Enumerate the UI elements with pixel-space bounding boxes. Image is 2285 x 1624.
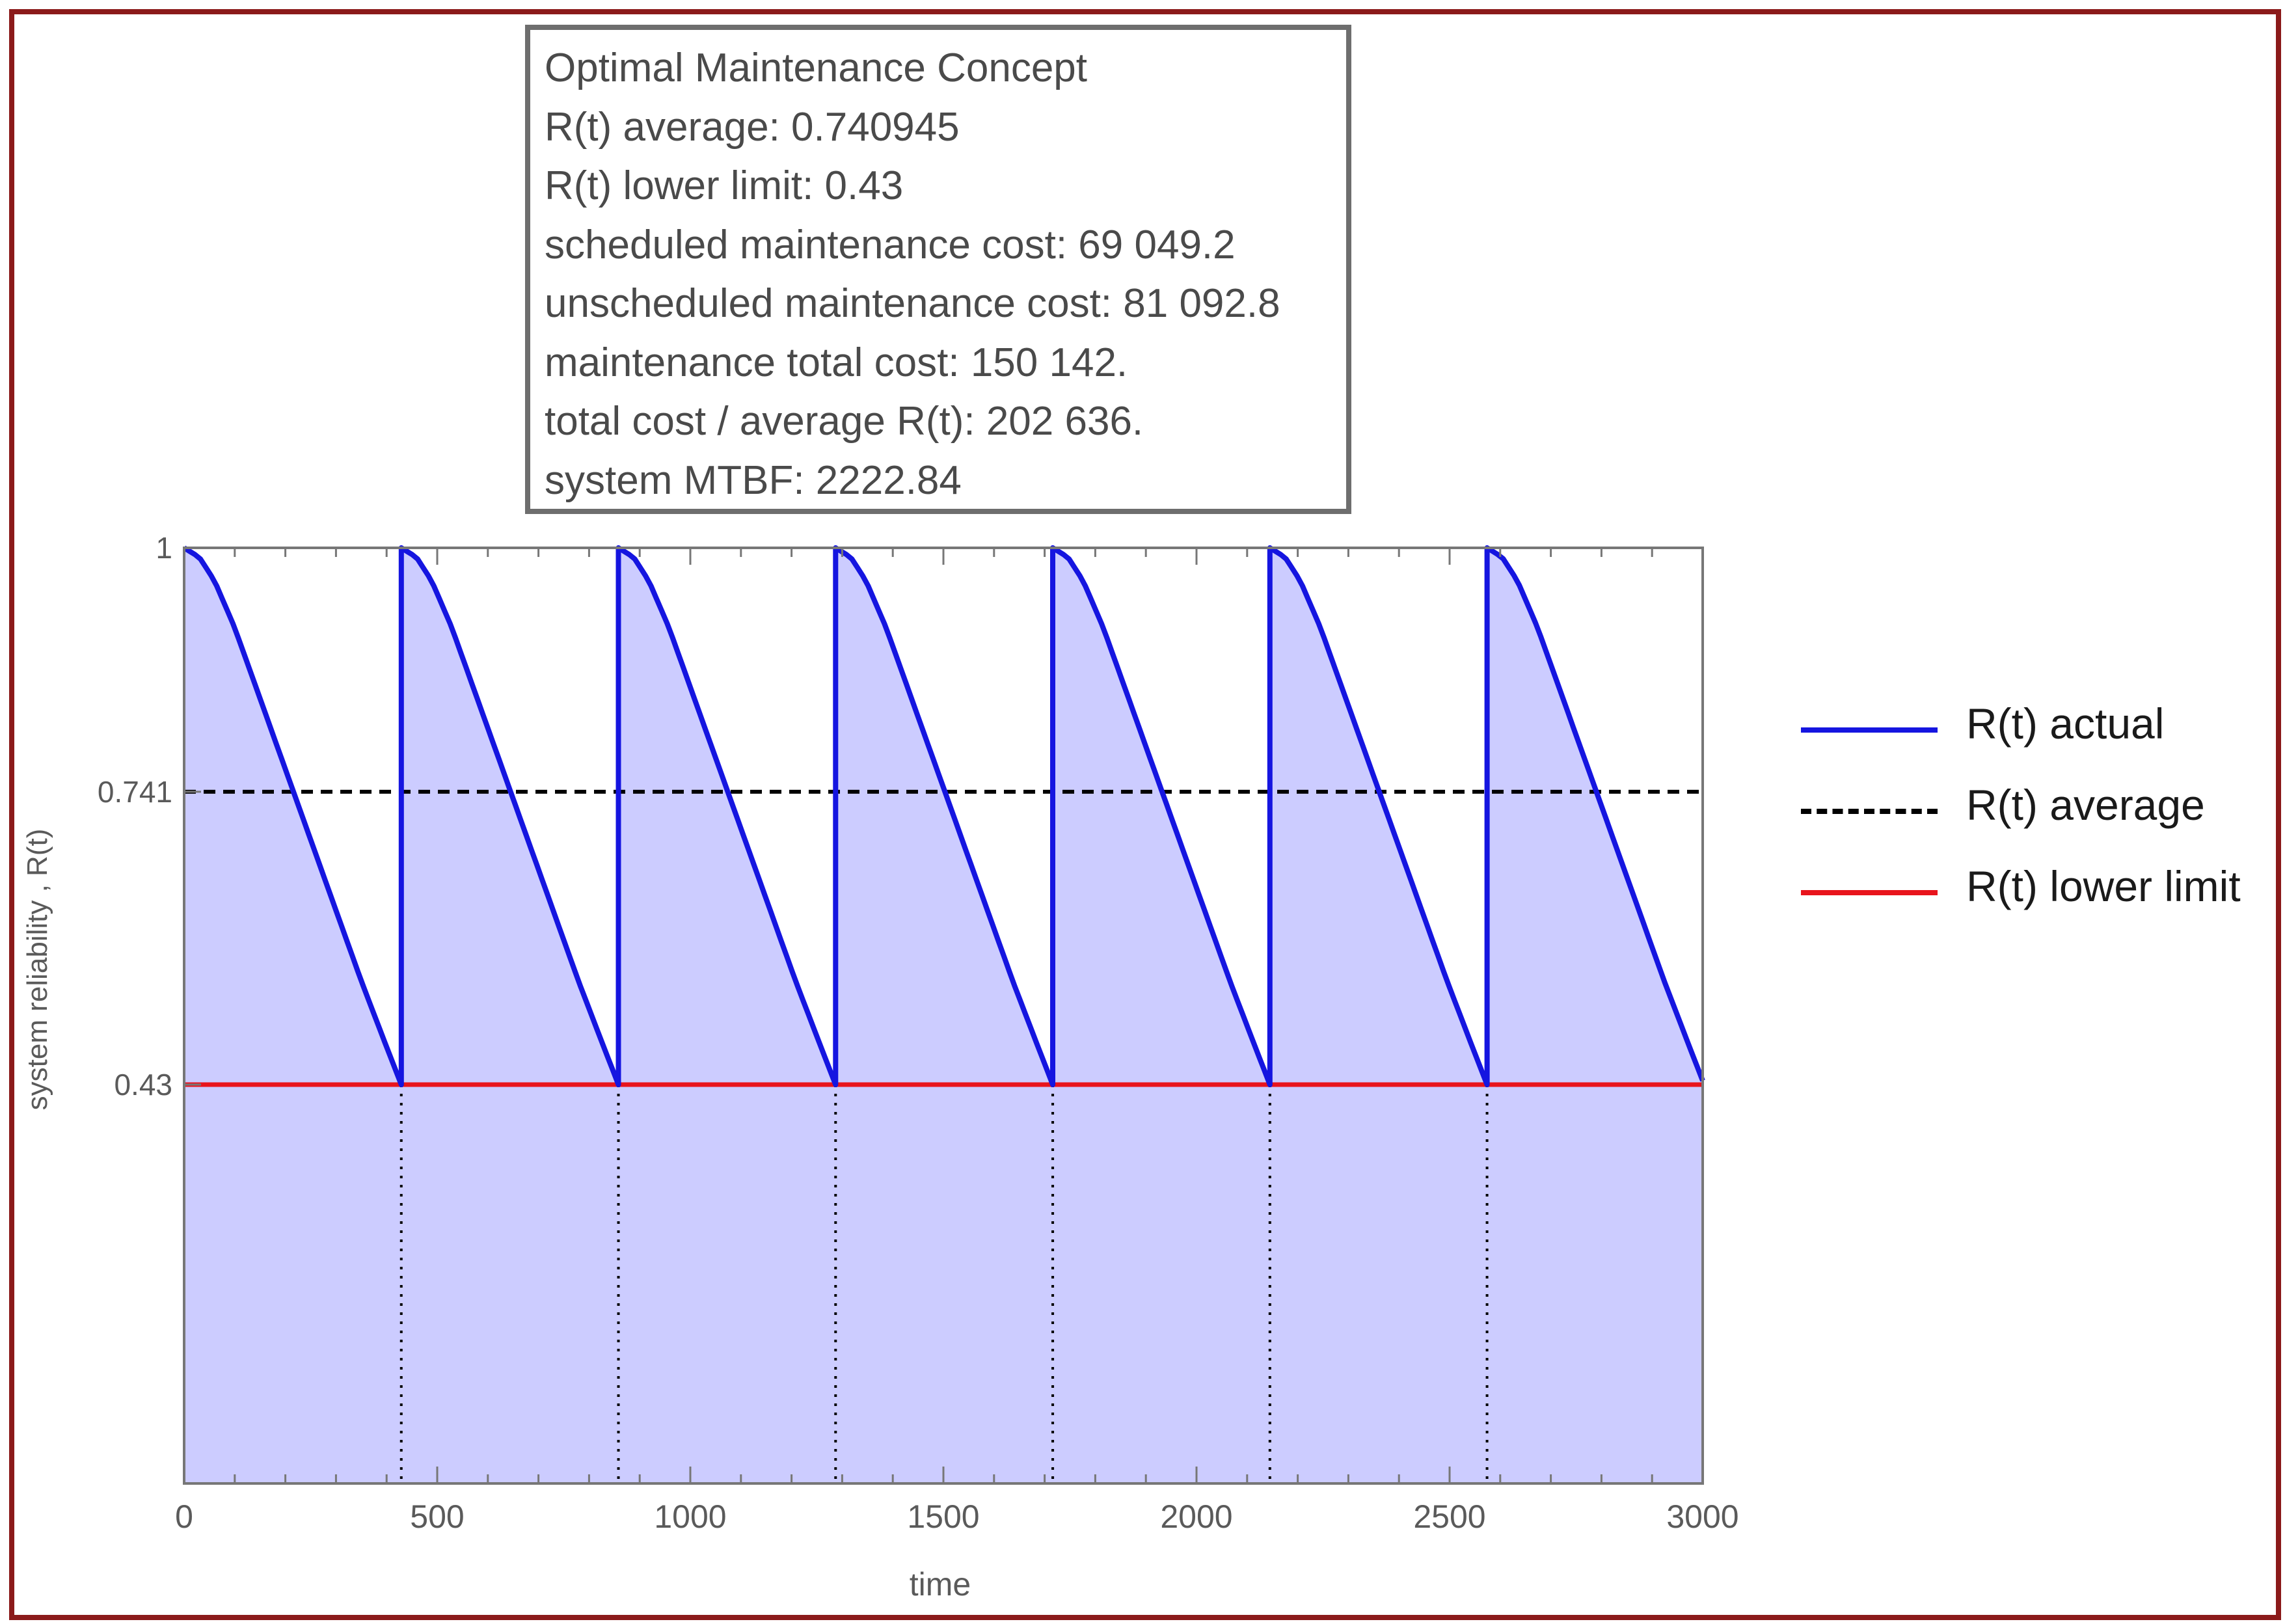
x-tick-label: 2500 [1413, 1498, 1485, 1535]
legend-item: R(t) lower limit [1783, 852, 2264, 934]
info-line: total cost / average R(t): 202 636. [545, 399, 1144, 444]
x-tick-label: 1000 [654, 1498, 726, 1535]
info-box: Optimal Maintenance Concept R(t) average:… [525, 25, 1351, 514]
x-tick-label: 1500 [907, 1498, 979, 1535]
y-tick-label: 0.43 [114, 1068, 172, 1102]
legend-swatch [1801, 809, 1938, 814]
x-tick-label: 2000 [1160, 1498, 1232, 1535]
info-line: system MTBF: 2222.84 [545, 457, 962, 503]
y-tick-label: 1 [155, 531, 172, 565]
legend-label: R(t) average [1966, 781, 2205, 829]
legend-label: R(t) lower limit [1966, 862, 2241, 910]
legend-swatch [1801, 890, 1938, 895]
y-tick-label: 0.741 [98, 775, 172, 809]
actual-reliability-line [182, 545, 1705, 1087]
x-axis-label: time [910, 1566, 971, 1603]
legend: R(t) actual R(t) average R(t) lower limit [1783, 690, 2264, 934]
info-line: Optimal Maintenance Concept [545, 46, 1088, 90]
x-tick-label: 3000 [1666, 1498, 1738, 1535]
info-line: R(t) lower limit: 0.43 [545, 163, 904, 208]
y-axis-label: system reliability , R(t) [21, 829, 53, 1111]
info-line: maintenance total cost: 150 142. [545, 340, 1128, 385]
info-line: scheduled maintenance cost: 69 049.2 [545, 222, 1236, 267]
reliability-fill-area [184, 548, 1703, 1483]
legend-label: R(t) actual [1966, 699, 2165, 748]
x-tick-label: 500 [410, 1498, 464, 1535]
info-line: unscheduled maintenance cost: 81 092.8 [545, 281, 1280, 326]
x-tick-label: 0 [175, 1498, 193, 1535]
legend-item: R(t) average [1783, 771, 2264, 852]
info-line: R(t) average: 0.740945 [545, 104, 960, 150]
legend-item: R(t) actual [1783, 690, 2264, 771]
legend-swatch [1801, 727, 1938, 733]
